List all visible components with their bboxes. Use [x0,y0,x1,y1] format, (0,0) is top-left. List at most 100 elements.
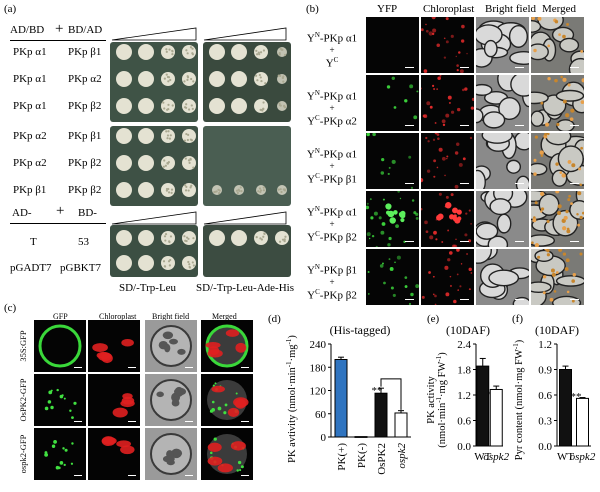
scale-bar [405,240,414,242]
scale-bar [570,124,579,126]
scale-bar [241,474,249,476]
header-ad-bd: AD/BD [10,24,45,36]
yeast-colony [182,72,196,86]
chloroplast-image [419,131,474,189]
yeast-colony [277,185,287,195]
scale-bar [570,240,579,242]
bar [334,359,348,438]
yeast-colony [138,128,154,144]
bar [394,412,408,438]
yfp-image [366,17,419,73]
y-tick-label: 0.6 [538,390,552,402]
merged-image [519,183,591,248]
chloroplast-image [420,15,474,74]
row-bd-label: PKp α2 [68,73,102,85]
y-tick-label: 0.0 [538,441,552,453]
yeast-colony [116,44,132,60]
yeast-colony [209,98,225,114]
row-ad-label: PKp α1 [13,73,47,85]
dilution-triangles [111,27,287,41]
control-ad-negative: pGADT7 [10,262,52,274]
e-title: (10DAF) [446,323,490,337]
yfp-image [365,190,419,248]
scale-bar [74,474,82,476]
yeast-colony [116,230,132,246]
scale-bar [570,66,579,68]
yeast-colony [138,230,154,246]
scale-bar [515,182,524,184]
y-tick-label: 0.0 [457,441,471,453]
panel-f-label: (f) [512,313,523,325]
yeast-colony [209,230,225,246]
chloroplast-image [420,191,474,249]
header-bd-ad: BD/AD [68,24,103,36]
y-tick-label: 1.8 [457,365,471,377]
control-header-plus: + [56,203,65,219]
control-header-ad: AD- [12,207,32,219]
scale-bar [515,124,524,126]
y-tick-label: 120 [310,386,327,398]
significance-bracket [380,378,402,410]
d-title: (His-tagged) [330,323,391,337]
yeast-colony [161,72,175,86]
scale-bar [460,298,469,300]
scale-bar [128,366,136,368]
y-tick-label: 60 [315,409,327,421]
panel-d-label: (d) [268,313,281,325]
yeast-colony [116,155,132,171]
panel-c-label: (c) [4,302,17,314]
d-significance: ** [372,385,383,397]
x-tick-label: PK(-) [356,443,368,468]
bright-field-image [145,320,197,372]
x-tick-label: ospk2 [396,443,408,469]
header-plus: + [55,21,64,37]
c-header-gfp: GFP [53,312,68,321]
scale-bar [515,298,524,300]
merged-image [201,320,253,372]
row-bd-label: PKp β2 [68,157,102,169]
bright-field-image [469,126,535,195]
control-header-bd: BD- [78,207,97,219]
yeast-colony [231,44,247,60]
yeast-colony [161,231,175,245]
y-tick-label: 2.4 [457,339,471,351]
chloroplast-image [88,428,140,480]
scale-bar [405,182,414,184]
y-tick-label: 0.3 [538,416,552,428]
bar [354,436,368,438]
yeast-colony [231,98,247,114]
scale-bar [185,366,193,368]
scale-bar [460,124,469,126]
chloroplast-image [88,320,140,372]
f-title: (10DAF) [535,323,579,337]
yeast-colony [116,98,132,114]
yeast-colony [138,255,154,271]
bifc-construct-label: YN-PKp α1 + YC-PKp β2 [306,205,358,244]
c-header-chloroplast: Chloroplast [99,312,137,321]
yeast-colony [209,71,225,87]
control-header-rule [10,223,106,224]
panel-b-label: (b) [306,3,319,15]
scale-bar [185,420,193,422]
scale-bar [515,240,524,242]
merged-image [519,75,591,133]
y-tick-label: 180 [310,362,327,374]
scale-bar [405,66,414,68]
yfp-image [366,249,420,306]
yeast-colony [231,230,247,246]
row-ad-label: PKp α2 [13,130,47,142]
f-y-axis-label: Pyr content (nmol·mg FW-1) [512,339,525,460]
yeast-colony [138,182,154,198]
yeast-colony [116,71,132,87]
y-tick-label: 1.2 [538,339,552,351]
bifc-construct-label: YN-PKp α1 + YC-PKp β1 [306,147,358,186]
yeast-colony [138,155,154,171]
c-header-merged: Merged [212,312,237,321]
yeast-colony [161,45,175,59]
scale-bar [515,66,524,68]
merged-image [201,374,253,426]
y-tick-label: 1.2 [457,390,471,402]
bright-field-image [145,428,197,480]
yeast-colony [182,256,196,270]
yeast-colony [209,44,225,60]
